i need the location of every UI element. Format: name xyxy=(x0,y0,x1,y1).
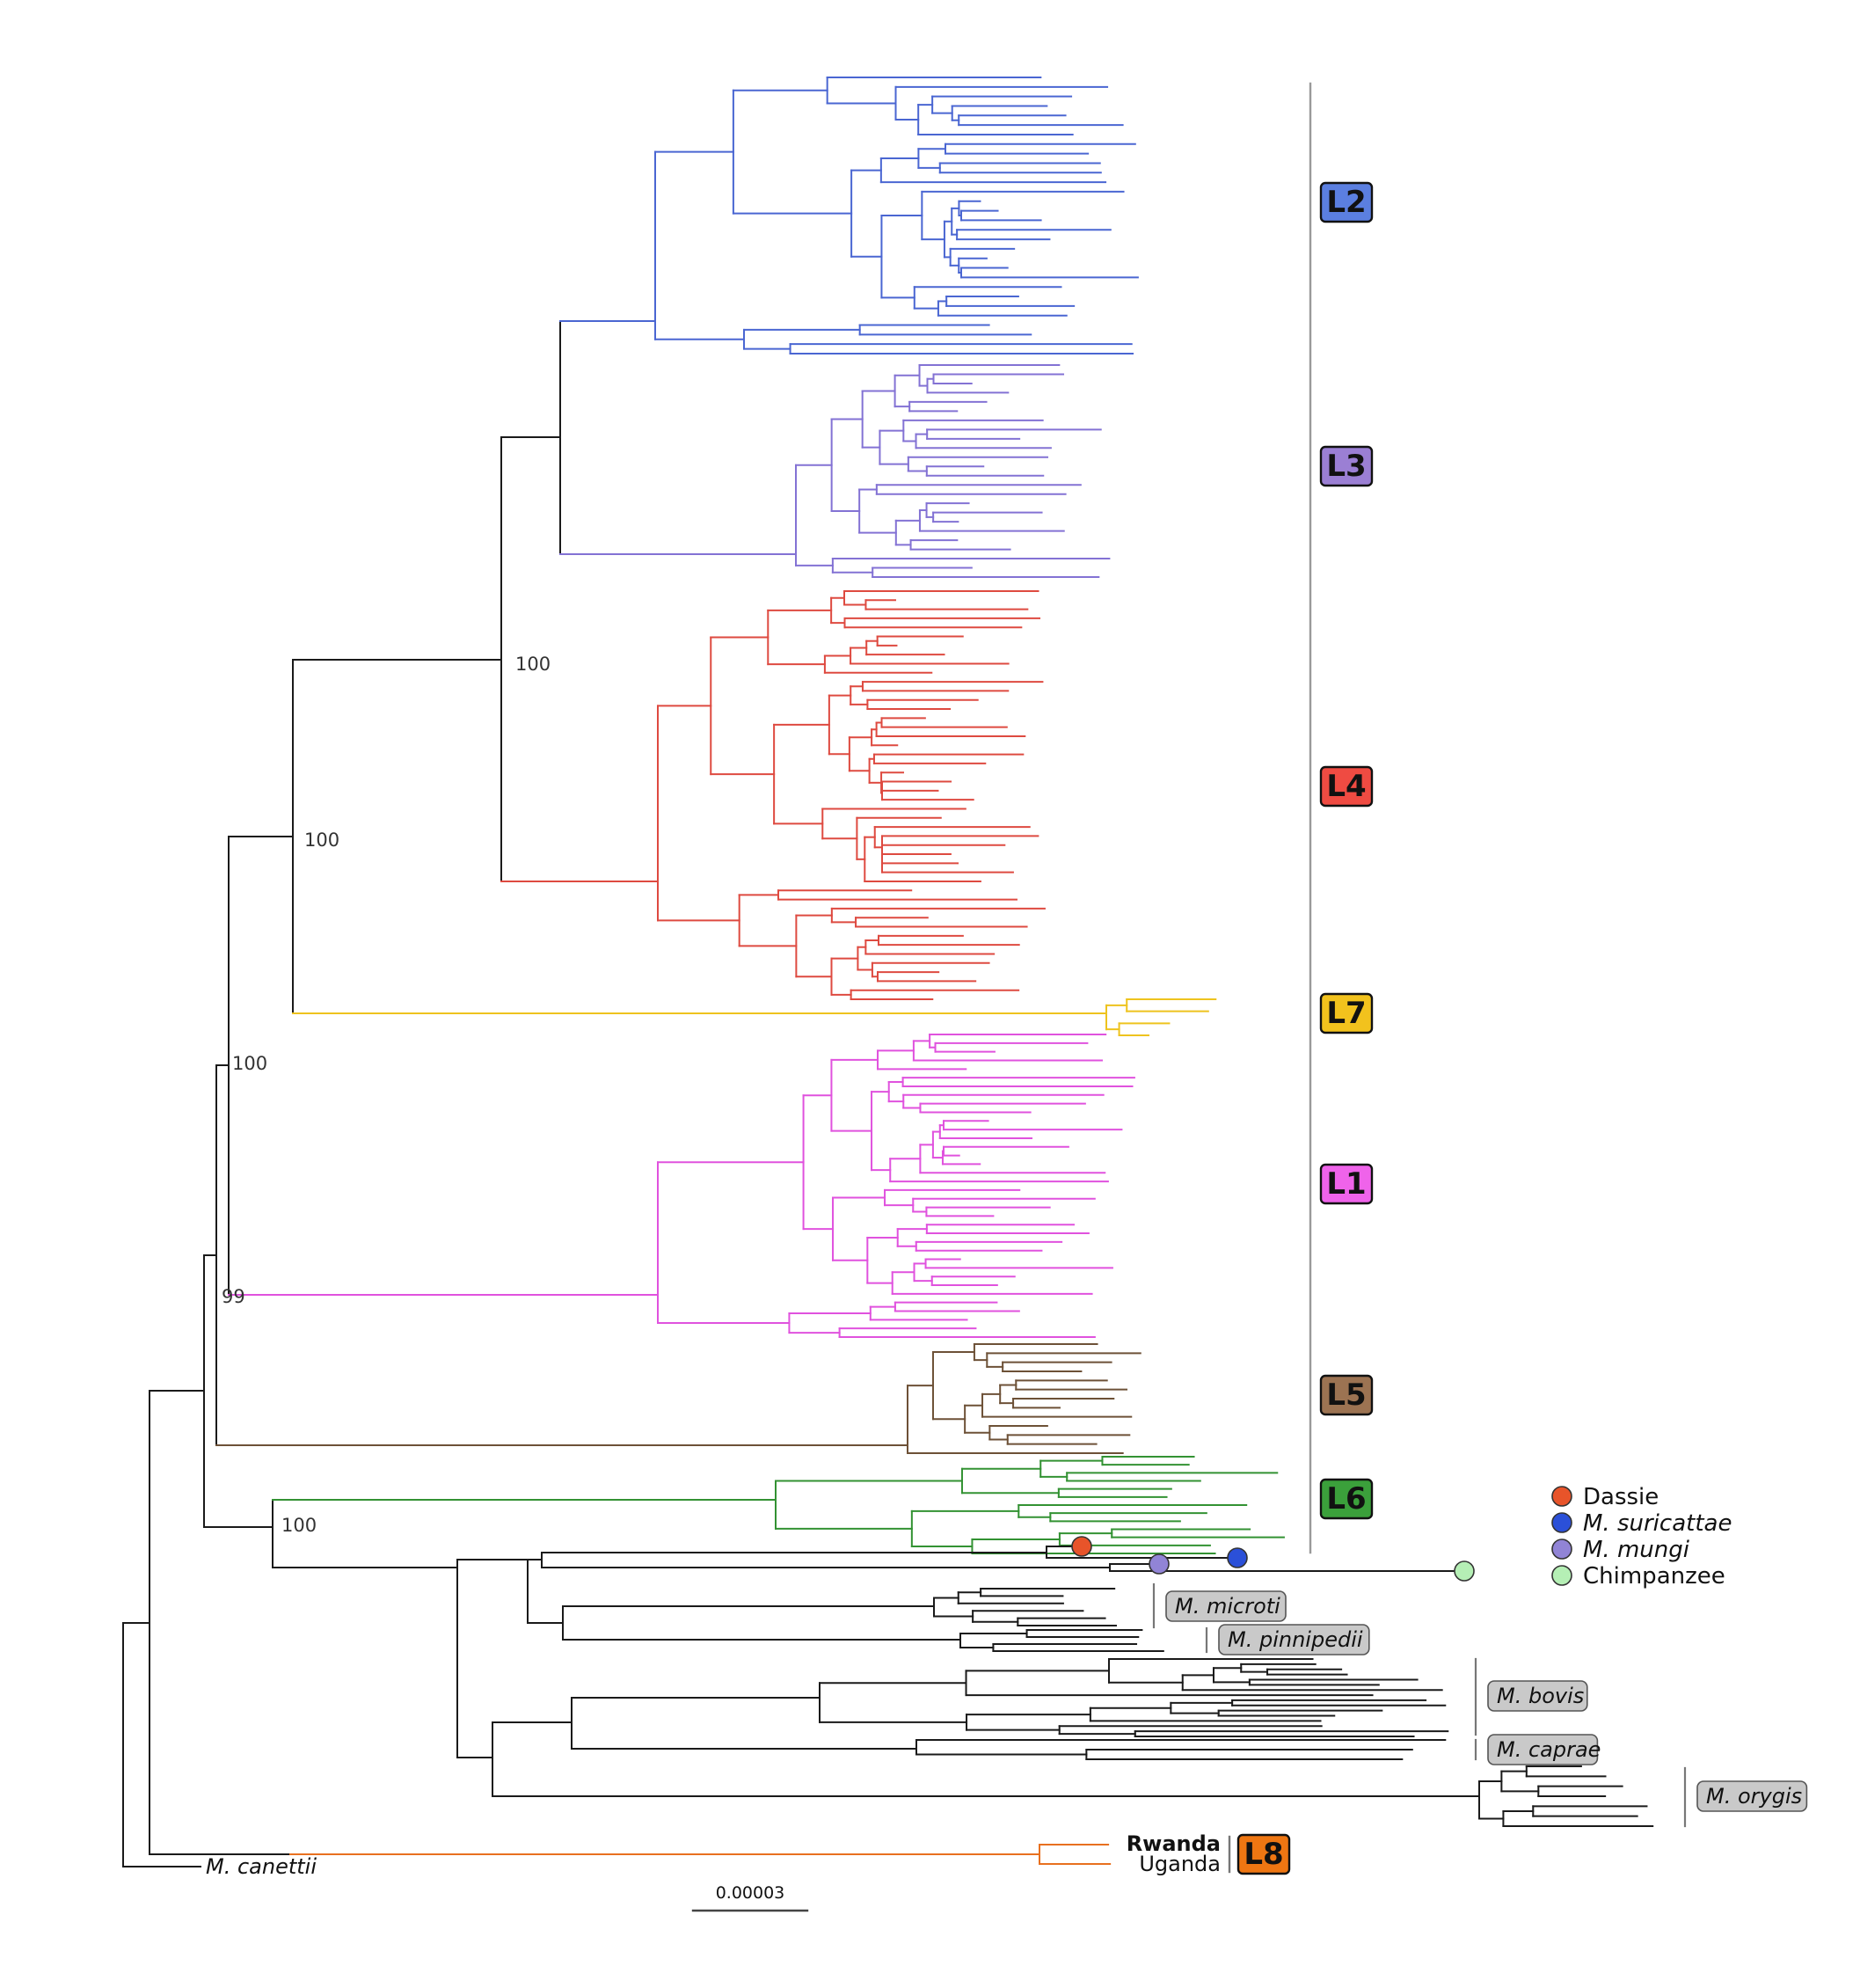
tip-marker-dassie xyxy=(1071,1536,1092,1557)
species-label-m-caprae: M. caprae xyxy=(1487,1734,1601,1765)
legend-label: M. mungi xyxy=(1583,1537,1690,1563)
species-label-m-bovis: M. bovis xyxy=(1487,1680,1588,1712)
tip-text: M. canettii xyxy=(206,1854,317,1879)
legend-label: M. suricattae xyxy=(1583,1510,1732,1537)
clade-pinnipedii xyxy=(562,1629,1164,1652)
scale-bar-label: 0.00003 xyxy=(716,1883,785,1903)
legend-label: Chimpanzee xyxy=(1583,1563,1725,1590)
clade-L1 xyxy=(228,1034,1135,1338)
lineage-label-L1: L1 xyxy=(1319,1163,1374,1205)
bootstrap-value: 100 xyxy=(281,1515,317,1536)
tip-marker-m-suricattae xyxy=(1227,1547,1248,1568)
lineage-label-text: L8 xyxy=(1244,1837,1283,1872)
lineage-label-text: L1 xyxy=(1326,1166,1366,1202)
lineage-label-text: L4 xyxy=(1326,769,1366,804)
host-tip-markers xyxy=(1071,1536,1475,1582)
bootstrap-value: 100 xyxy=(515,654,551,675)
lineage-label-text: L3 xyxy=(1326,449,1366,484)
lineage-label-L6: L6 xyxy=(1319,1478,1374,1520)
clade-L4 xyxy=(500,590,1046,1000)
species-label-m-microti: M. microti xyxy=(1165,1590,1287,1622)
lineage-label-L3: L3 xyxy=(1319,445,1374,487)
bootstrap-value: 100 xyxy=(304,830,339,851)
lineage-label-text: L6 xyxy=(1326,1481,1366,1517)
animal-adapted-clade xyxy=(456,1546,1457,1797)
bootstrap-values: 100 100 100 99 100 xyxy=(222,654,551,1536)
lineage-label-text: L7 xyxy=(1326,996,1366,1031)
tree-backbone xyxy=(122,320,561,1867)
clade-microti xyxy=(562,1588,1117,1626)
species-label-text: M. bovis xyxy=(1497,1684,1584,1708)
lineage-label-text: L5 xyxy=(1326,1378,1366,1413)
clade-L7 xyxy=(292,998,1217,1036)
lineage-label-L8: L8 xyxy=(1236,1833,1291,1875)
clade-L6 xyxy=(272,1456,1285,1554)
legend-dot-dassie xyxy=(1551,1486,1572,1507)
species-label-text: M. pinnipedii xyxy=(1228,1627,1363,1652)
clade-orygis xyxy=(492,1765,1654,1827)
clade-L2 xyxy=(559,77,1139,354)
lineage-labels: L2 L3 L4 L7 L1 L5 L6 L8 xyxy=(1236,181,1374,1875)
legend-label: Dassie xyxy=(1583,1484,1659,1510)
bootstrap-value: 99 xyxy=(222,1286,245,1307)
legend-dot-m-suricattae xyxy=(1551,1512,1572,1533)
lineage-label-text: L2 xyxy=(1326,185,1366,220)
species-label-m-pinnipedii: M. pinnipedii xyxy=(1218,1624,1370,1655)
lineage-label-L5: L5 xyxy=(1319,1374,1374,1416)
clade-L5 xyxy=(215,1343,1142,1454)
scale-bar: 0.00003 xyxy=(691,1883,809,1912)
clade-caprae xyxy=(571,1739,1447,1760)
legend-dot-m-mungi xyxy=(1551,1539,1572,1560)
species-label-text: M. caprae xyxy=(1497,1737,1601,1762)
tip-marker-chimpanzee xyxy=(1454,1560,1475,1582)
clade-bovis xyxy=(571,1658,1449,1737)
tip-marker-m-mungi xyxy=(1149,1553,1170,1575)
clade-L3 xyxy=(559,364,1111,578)
clade-divider xyxy=(1228,82,1312,1874)
species-label-text: M. microti xyxy=(1175,1594,1280,1619)
tip-text: Rwanda xyxy=(1127,1831,1221,1856)
species-label-text: M. orygis xyxy=(1706,1784,1802,1809)
clade-L8 xyxy=(289,1844,1112,1865)
species-group-labels: M. microti M. pinnipedii M. bovis M. caprae… xyxy=(1152,1582,1808,1828)
tip-text: Uganda xyxy=(1139,1852,1221,1876)
legend-dot-chimpanzee xyxy=(1551,1565,1572,1586)
species-label-m-orygis: M. orygis xyxy=(1696,1780,1808,1812)
bootstrap-value: 100 xyxy=(232,1053,267,1074)
lineage-label-L4: L4 xyxy=(1319,765,1374,808)
lineage-label-L2: L2 xyxy=(1319,181,1374,223)
lineage-label-L7: L7 xyxy=(1319,992,1374,1034)
